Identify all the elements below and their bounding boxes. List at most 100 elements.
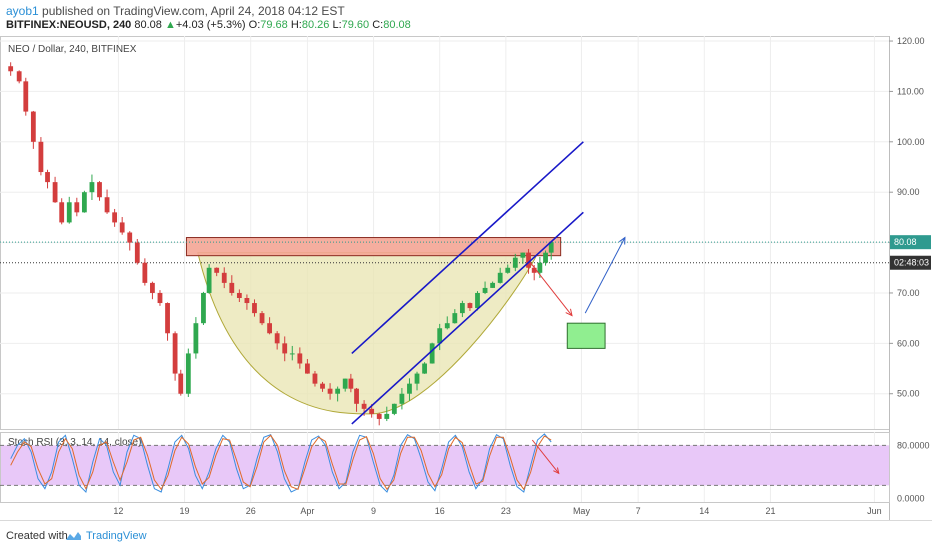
candle-body — [407, 383, 412, 394]
candle-body — [444, 323, 450, 329]
candle-body — [543, 252, 548, 263]
candle-body — [221, 272, 227, 283]
candle-body — [384, 413, 390, 419]
candle-body — [150, 282, 155, 293]
stoch-d-line — [10, 434, 552, 491]
candle-body — [23, 81, 29, 112]
chart-canvas[interactable]: 50.0060.0070.0080.0090.00100.00110.00120… — [0, 36, 932, 520]
time-tick-label: 14 — [699, 506, 709, 516]
price-change: +4.03 (+5.3%) — [175, 19, 246, 31]
candle-body — [459, 303, 465, 314]
candle-body — [157, 292, 163, 304]
price-tick-label: 110.00 — [897, 86, 924, 96]
candle-body — [520, 252, 526, 258]
price-label-box — [890, 235, 931, 250]
candle-body — [482, 287, 488, 293]
candle-body — [244, 298, 250, 304]
candle-body — [97, 182, 102, 198]
candle-body — [548, 242, 554, 253]
price-label-box — [890, 255, 931, 270]
candle-body — [305, 363, 310, 374]
candle-body — [497, 272, 503, 283]
osc-pane-title: Stoch RSI (3, 3, 14, 14, close) — [8, 437, 141, 448]
price-label-text: 02:48:03 — [894, 258, 929, 268]
close-value: 80.08 — [383, 19, 411, 31]
target-box[interactable] — [566, 322, 606, 349]
candle-body — [490, 282, 496, 288]
candle-body — [52, 182, 58, 203]
tradingview-brand-link[interactable]: TradingView — [86, 530, 147, 542]
price-pane[interactable]: 50.0060.0070.0080.0090.00100.00110.00120… — [0, 36, 931, 520]
price-pane-title: NEO / Dollar, 240, BITFINEX — [8, 44, 137, 55]
close-label: C: — [372, 19, 384, 31]
down-arrow[interactable] — [530, 262, 573, 316]
candle-body — [89, 182, 95, 193]
candle-body — [16, 71, 22, 82]
osc-tick-label: 0.0000 — [897, 494, 925, 504]
osc-down-arrow[interactable] — [531, 439, 560, 474]
time-tick-label: 16 — [435, 506, 445, 516]
candle-body — [282, 343, 288, 354]
high-value: 80.26 — [301, 19, 330, 31]
publish-line: ayob1 published on TradingView.com, Apri… — [6, 4, 345, 18]
resistance-zone[interactable] — [185, 237, 562, 257]
candle-body — [127, 232, 133, 243]
candle-body — [206, 267, 212, 293]
candle-body — [512, 257, 518, 268]
time-tick-label: 23 — [501, 506, 511, 516]
candle-body — [274, 333, 280, 344]
up-arrow-head — [618, 236, 626, 245]
open-value: 79.68 — [260, 19, 288, 31]
candle-body — [259, 313, 265, 324]
price-tick-label: 90.00 — [897, 187, 920, 197]
candle-body — [526, 252, 531, 268]
candle-body — [267, 323, 272, 334]
up-triangle-icon: ▲ — [164, 19, 176, 31]
candle-body — [178, 373, 184, 394]
candle-body — [252, 303, 257, 314]
candle-body — [45, 172, 50, 183]
candle-body — [38, 141, 44, 173]
candle-body — [467, 303, 473, 309]
candle-body — [369, 408, 375, 414]
candle-body — [59, 202, 65, 223]
candle-body — [236, 292, 242, 298]
candle-body — [297, 353, 303, 364]
candle-body — [505, 267, 511, 273]
time-tick-label: 7 — [636, 506, 641, 516]
candle-body — [165, 303, 170, 334]
candle-body — [193, 323, 199, 354]
price-tick-label: 60.00 — [897, 338, 920, 348]
price-tick-label: 120.00 — [897, 36, 925, 46]
candle-body — [81, 192, 87, 213]
low-value: 79.60 — [341, 19, 370, 31]
channel-upper-line[interactable] — [351, 141, 584, 355]
down-arrow-head — [565, 308, 573, 317]
candle-body — [399, 393, 405, 404]
candle-body — [112, 212, 118, 223]
channel-lower-line[interactable] — [351, 211, 584, 425]
candle-body — [342, 378, 348, 389]
candle-body — [312, 373, 318, 384]
stoch-k-line — [10, 433, 552, 493]
overbought-oversold-band — [1, 445, 889, 486]
candle-body — [348, 378, 354, 389]
time-tick-label: May — [573, 506, 591, 516]
candle-body — [214, 267, 220, 273]
candle-body — [142, 262, 148, 283]
symbol-label: BITFINEX:NEOUSD, 240 — [6, 19, 132, 31]
up-arrow[interactable] — [584, 237, 626, 314]
time-tick-label: 9 — [371, 506, 376, 516]
candle-body — [289, 353, 295, 355]
candle-body — [201, 292, 206, 324]
stoch-rsi-pane[interactable]: 0.0000 80.0000 Stoch RSI (3, 3, 14, 14, cl… — [0, 432, 930, 504]
candle-body — [320, 383, 325, 389]
candle-body — [422, 363, 427, 374]
low-label: L: — [332, 19, 342, 31]
time-tick-label: 19 — [180, 506, 190, 516]
candle-body — [327, 388, 333, 394]
time-tick-label: 21 — [765, 506, 775, 516]
cup-pattern — [197, 252, 539, 415]
author-link[interactable]: ayob1 — [6, 4, 39, 18]
candle-body — [376, 413, 382, 419]
